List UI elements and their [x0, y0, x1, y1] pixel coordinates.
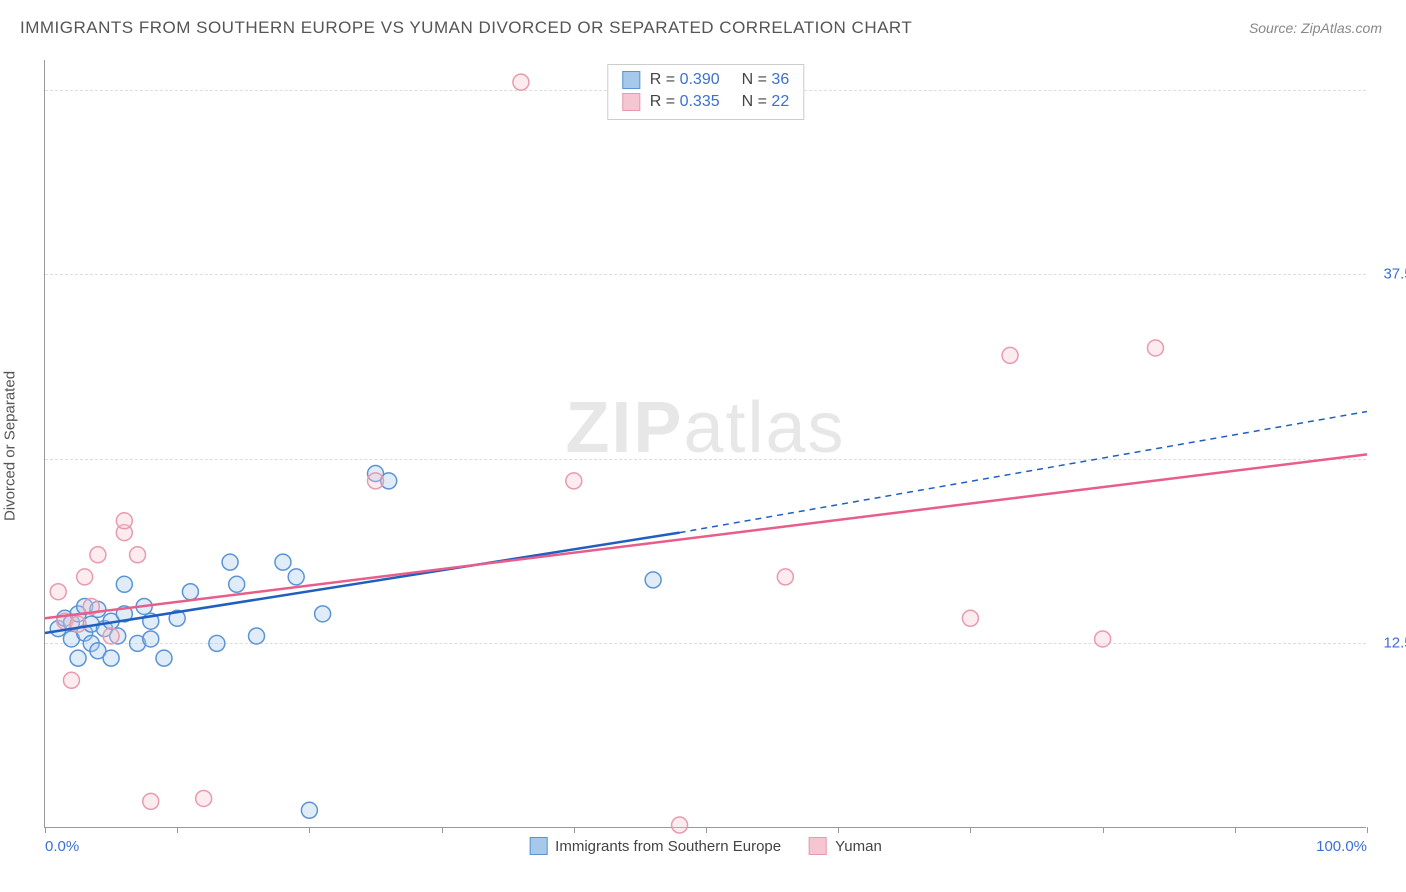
scatter-point	[1147, 340, 1163, 356]
scatter-point	[315, 606, 331, 622]
x-tick	[1103, 827, 1104, 833]
scatter-point	[1095, 631, 1111, 647]
legend-swatch	[622, 71, 640, 89]
x-tick	[574, 827, 575, 833]
scatter-point	[196, 790, 212, 806]
scatter-point	[156, 650, 172, 666]
scatter-point	[50, 584, 66, 600]
x-tick	[45, 827, 46, 833]
legend-label: Immigrants from Southern Europe	[555, 838, 781, 855]
x-tick-label: 0.0%	[45, 838, 79, 855]
scatter-point	[301, 802, 317, 818]
legend-n: N = 36	[742, 71, 790, 89]
scatter-point	[275, 554, 291, 570]
scatter-point	[368, 473, 384, 489]
x-tick	[970, 827, 971, 833]
scatter-point	[1002, 347, 1018, 363]
chart-title: IMMIGRANTS FROM SOUTHERN EUROPE VS YUMAN…	[20, 18, 912, 38]
legend-n: N = 22	[742, 93, 790, 111]
scatter-point	[513, 74, 529, 90]
legend-row: R = 0.335 N = 22	[622, 91, 789, 113]
scatter-point	[103, 650, 119, 666]
trend-line-extrapolated	[680, 412, 1367, 533]
legend-item: Yuman	[809, 837, 882, 855]
scatter-point	[77, 569, 93, 585]
scatter-point	[63, 672, 79, 688]
scatter-point	[962, 610, 978, 626]
x-tick	[177, 827, 178, 833]
legend-r: R = 0.335	[650, 93, 720, 111]
y-tick-label: 37.5%	[1372, 266, 1406, 283]
legend-label: Yuman	[835, 838, 882, 855]
x-tick	[1235, 827, 1236, 833]
legend-swatch	[809, 837, 827, 855]
legend-item: Immigrants from Southern Europe	[529, 837, 781, 855]
scatter-point	[566, 473, 582, 489]
legend-swatch	[529, 837, 547, 855]
scatter-point	[249, 628, 265, 644]
x-tick	[309, 827, 310, 833]
scatter-point	[222, 554, 238, 570]
x-tick	[442, 827, 443, 833]
series-legend: Immigrants from Southern Europe Yuman	[529, 837, 882, 855]
legend-swatch	[622, 93, 640, 111]
chart-container: IMMIGRANTS FROM SOUTHERN EUROPE VS YUMAN…	[0, 0, 1406, 892]
legend-r: R = 0.390	[650, 71, 720, 89]
x-tick	[838, 827, 839, 833]
trend-line	[45, 454, 1367, 618]
scatter-point	[777, 569, 793, 585]
scatter-point	[229, 576, 245, 592]
scatter-point	[209, 635, 225, 651]
x-tick	[1367, 827, 1368, 833]
plot-area: ZIPatlas 12.5%37.5% R = 0.390N = 36R = 0…	[44, 60, 1366, 828]
scatter-point	[103, 628, 119, 644]
scatter-point	[288, 569, 304, 585]
x-tick-label: 100.0%	[1316, 838, 1367, 855]
scatter-point	[143, 793, 159, 809]
scatter-point	[130, 547, 146, 563]
scatter-point	[645, 572, 661, 588]
y-axis-label: Divorced or Separated	[2, 371, 19, 521]
source-label: Source: ZipAtlas.com	[1249, 20, 1382, 36]
scatter-point	[143, 631, 159, 647]
scatter-point	[116, 513, 132, 529]
scatter-point	[70, 650, 86, 666]
scatter-point	[90, 547, 106, 563]
scatter-point	[116, 576, 132, 592]
correlation-legend: R = 0.390 N = 36 R = 0.335 N = 22	[607, 64, 804, 120]
scatter-point	[182, 584, 198, 600]
scatter-svg	[45, 60, 1366, 827]
legend-row: R = 0.390 N = 36	[622, 69, 789, 91]
y-tick-label: 12.5%	[1372, 635, 1406, 652]
scatter-point	[672, 817, 688, 833]
x-tick	[706, 827, 707, 833]
